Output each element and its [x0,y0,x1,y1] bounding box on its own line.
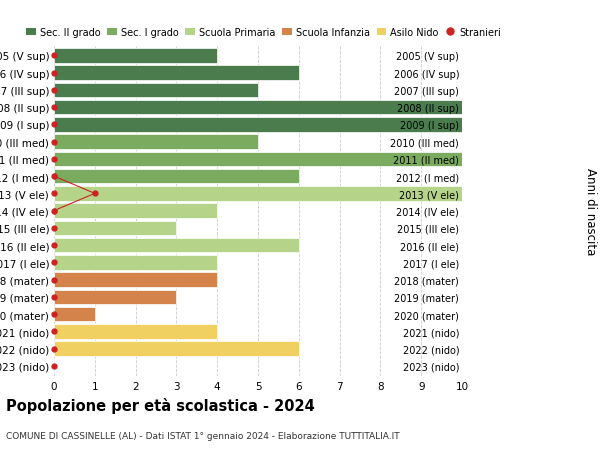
Bar [54,84,258,98]
Bar [54,66,299,81]
Text: Anni di nascita: Anni di nascita [584,168,597,255]
Bar [54,341,299,356]
Bar [54,273,217,287]
Bar [54,325,217,339]
Text: Popolazione per età scolastica - 2024: Popolazione per età scolastica - 2024 [6,397,315,413]
Text: COMUNE DI CASSINELLE (AL) - Dati ISTAT 1° gennaio 2024 - Elaborazione TUTTITALIA: COMUNE DI CASSINELLE (AL) - Dati ISTAT 1… [6,431,400,441]
Bar [54,118,462,132]
Bar [54,256,217,270]
Bar [54,221,176,235]
Bar [54,187,462,201]
Bar [54,290,176,304]
Bar [54,49,217,63]
Bar [54,307,95,322]
Bar [54,204,217,218]
Legend: Sec. II grado, Sec. I grado, Scuola Primaria, Scuola Infanzia, Asilo Nido, Stran: Sec. II grado, Sec. I grado, Scuola Prim… [26,28,501,38]
Bar [54,238,299,253]
Bar [54,169,299,184]
Bar [54,152,462,167]
Bar [54,101,462,115]
Bar [54,135,258,150]
